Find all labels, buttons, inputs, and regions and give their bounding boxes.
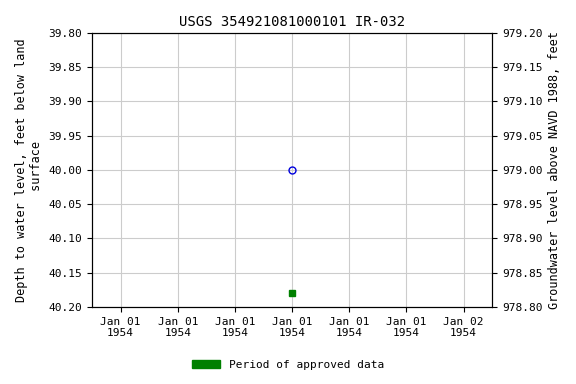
Legend: Period of approved data: Period of approved data [188, 356, 388, 375]
Y-axis label: Groundwater level above NAVD 1988, feet: Groundwater level above NAVD 1988, feet [548, 31, 561, 309]
Title: USGS 354921081000101 IR-032: USGS 354921081000101 IR-032 [179, 15, 405, 29]
Y-axis label: Depth to water level, feet below land
 surface: Depth to water level, feet below land su… [15, 38, 43, 302]
